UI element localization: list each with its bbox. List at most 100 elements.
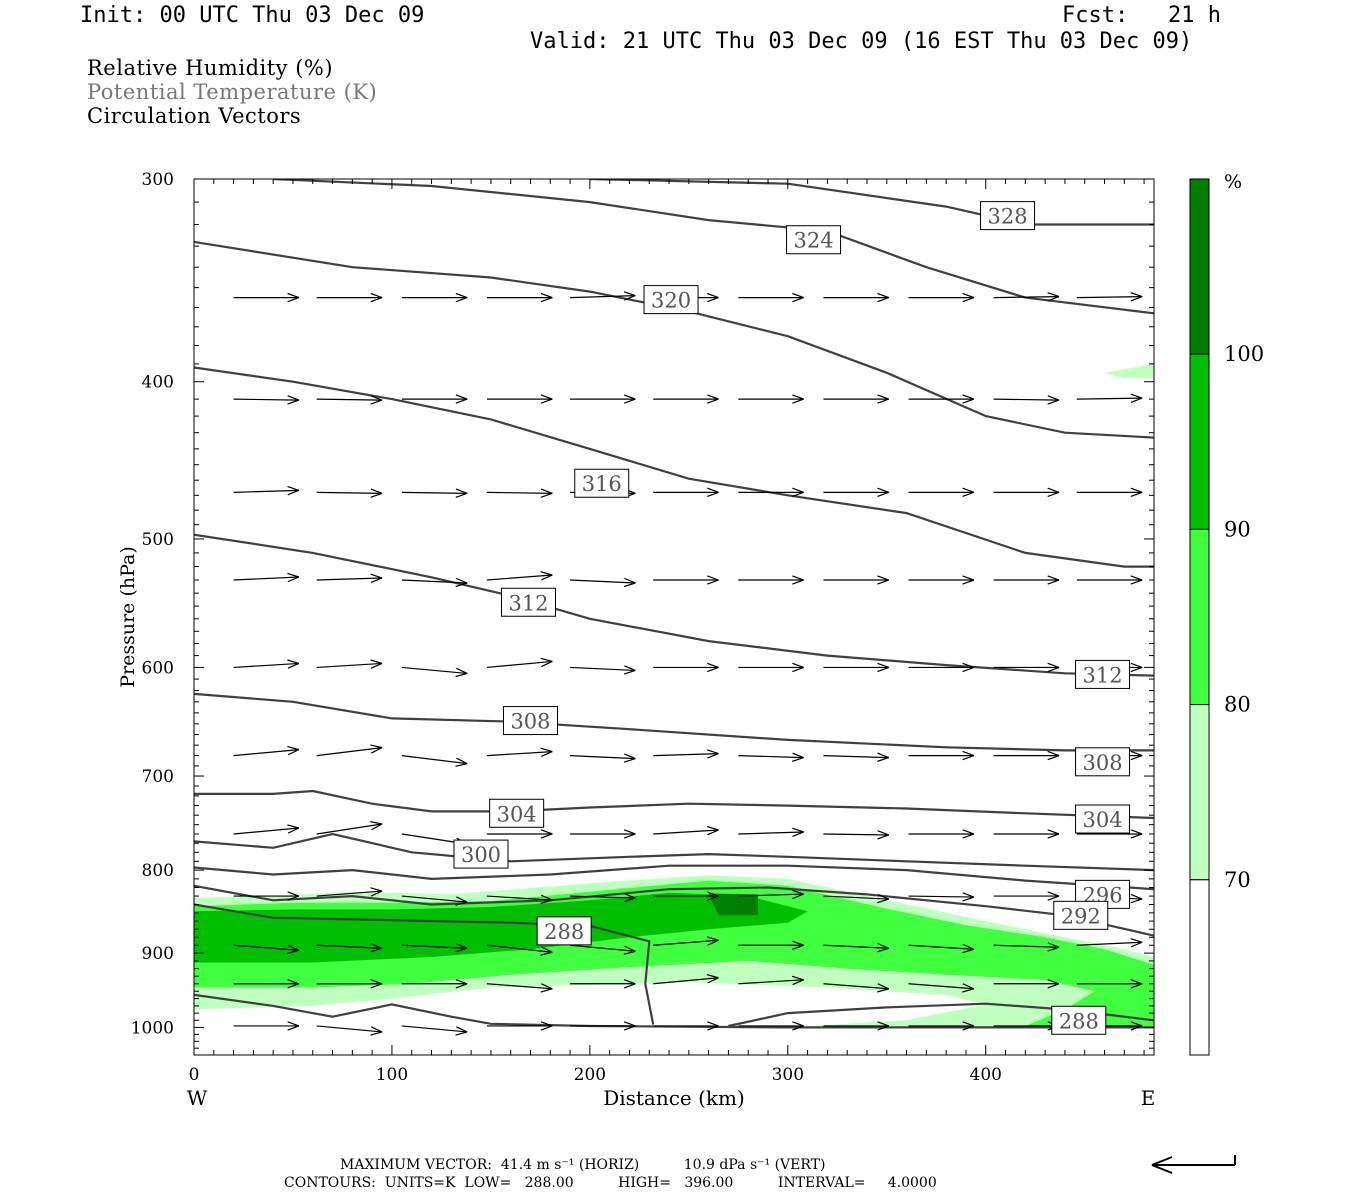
circulation-vector [233, 572, 300, 583]
circulation-vector [908, 487, 975, 498]
svg-text:312: 312 [508, 591, 548, 615]
circulation-vector [486, 394, 553, 404]
circulation-vector [570, 1021, 636, 1031]
circulation-vector [993, 829, 1060, 839]
circulation-vector [653, 575, 719, 585]
circulation-vector [738, 394, 804, 404]
circulation-vector [1076, 938, 1143, 948]
theta-contour-316 [194, 366, 1154, 568]
theta-contour-292 [194, 993, 1154, 1029]
circulation-vector [653, 825, 719, 836]
circulation-vector [908, 750, 975, 761]
circulation-vector [738, 889, 804, 900]
forecast-hour: Fcst: 21 h [1062, 3, 1221, 28]
contour-label: 288 [536, 916, 592, 946]
theta-contour-312 [194, 533, 1154, 677]
circulation-vector [993, 750, 1060, 761]
circulation-vector [738, 752, 804, 762]
circulation-vector [908, 1021, 975, 1031]
circulation-vector [486, 571, 553, 581]
circulation-vector [738, 487, 804, 498]
circulation-vector [1076, 979, 1143, 989]
circulation-vector [401, 1025, 468, 1036]
circulation-vector [316, 659, 383, 669]
circulation-vector [908, 829, 975, 839]
colorbar-label: 90 [1224, 517, 1251, 541]
circulation-vector [823, 487, 889, 498]
circulation-vector [653, 974, 719, 985]
circulation-vector [1076, 829, 1143, 839]
circulation-vector [653, 662, 719, 673]
svg-text:324: 324 [793, 229, 833, 253]
circulation-vector [401, 943, 468, 953]
contour-label: 308 [502, 706, 558, 736]
circulation-vector [823, 394, 889, 404]
circulation-vector [993, 292, 1060, 302]
circulation-vector [233, 891, 300, 901]
circulation-vector [316, 395, 383, 405]
contour-label: 308 [1075, 747, 1131, 777]
theta-contour-296 [194, 864, 1154, 891]
circulation-vector [993, 979, 1060, 989]
svg-text:300: 300 [461, 843, 501, 867]
circulation-vector [401, 895, 468, 906]
contour-label: 300 [453, 839, 509, 869]
circulation-vector [738, 975, 804, 986]
contour-label: 328 [980, 201, 1036, 231]
x-axis-title: Distance (km) [603, 1086, 745, 1110]
circulation-vector [570, 665, 636, 675]
footer-max-vector: MAXIMUM VECTOR: 41.4 m s⁻¹ (HORIZ) 10.9 … [340, 1157, 826, 1173]
circulation-vector [401, 666, 468, 678]
theta-contour-300 [194, 832, 1154, 872]
circulation-vector [570, 944, 636, 955]
colorbar-segment [1189, 704, 1210, 881]
circulation-vector [316, 488, 383, 498]
contour-label: 312 [1075, 659, 1131, 689]
circulation-vector [653, 394, 719, 404]
circulation-vector [486, 983, 553, 993]
circulation-vector [401, 394, 468, 404]
legend-rh: Relative Humidity (%) [87, 56, 334, 80]
circulation-vector [823, 1021, 889, 1031]
circulation-vector [401, 488, 468, 498]
circulation-vector [401, 755, 468, 767]
theta-contour-288 [194, 903, 655, 1025]
circulation-vector [738, 827, 804, 838]
circulation-vector [401, 577, 468, 588]
circulation-vector [908, 662, 975, 673]
circulation-vector [570, 893, 636, 903]
circulation-vector [233, 745, 300, 757]
x-tick-label: 100 [376, 1065, 408, 1085]
circulation-vector [316, 744, 383, 757]
circulation-vector [486, 894, 553, 905]
circulation-vector [653, 487, 719, 498]
svg-text:312: 312 [1082, 663, 1122, 687]
circulation-vector [738, 940, 804, 950]
colorbar-label: 100 [1224, 342, 1264, 366]
circulation-vector [486, 657, 553, 669]
circulation-vector [570, 291, 636, 301]
circulation-vector [486, 829, 553, 839]
svg-text:308: 308 [1082, 751, 1122, 775]
circulation-vector [570, 394, 636, 404]
x-tick-label: 0 [189, 1065, 200, 1085]
y-tick-label: 900 [142, 944, 174, 964]
circulation-vector [738, 662, 804, 673]
colorbar-segment [1189, 879, 1210, 1056]
circulation-vector [233, 395, 300, 405]
svg-text:288: 288 [1059, 1009, 1099, 1033]
y-tick-label: 800 [142, 861, 174, 881]
circulation-vector [1076, 393, 1143, 403]
circulation-vector [233, 659, 300, 669]
circulation-vector [993, 487, 1060, 498]
circulation-vector [1076, 575, 1143, 585]
colorbar-segment [1189, 178, 1210, 355]
circulation-vector [823, 575, 889, 585]
circulation-vector [486, 747, 553, 757]
colorbar-segment [1189, 353, 1210, 530]
svg-text:304: 304 [1082, 808, 1122, 832]
contour-label: 324 [786, 225, 842, 255]
legend-theta: Potential Temperature (K) [87, 80, 378, 104]
circulation-vector [233, 944, 300, 955]
